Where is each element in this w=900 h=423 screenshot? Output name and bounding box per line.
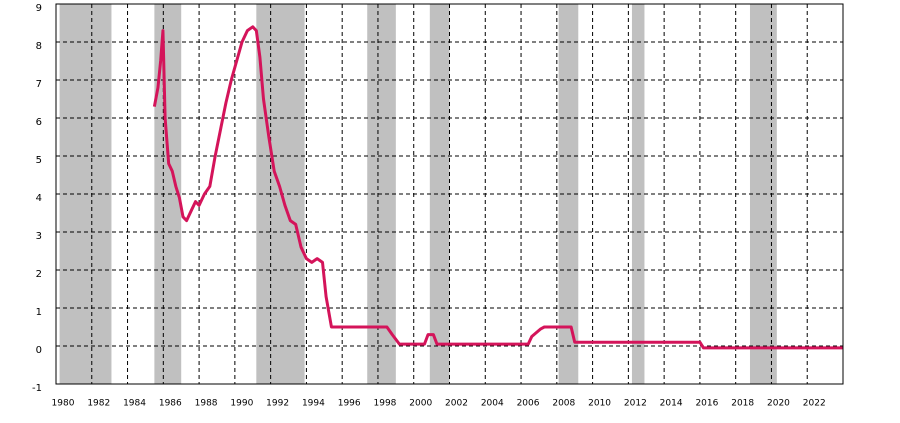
- x-tick-label: 1980: [52, 399, 75, 409]
- x-tick-label: 1982: [87, 399, 110, 409]
- y-tick-label: 8: [36, 41, 42, 52]
- y-tick-label: 9: [36, 3, 42, 14]
- y-tick-label: -1: [32, 383, 42, 394]
- x-tick-label: 2000: [409, 399, 432, 409]
- x-tick-label: 2010: [588, 399, 611, 409]
- x-tick-label: 1984: [123, 399, 146, 409]
- y-tick-label: 2: [36, 269, 42, 280]
- x-tick-label: 2002: [445, 399, 468, 409]
- data-line: [152, 25, 843, 350]
- x-tick-label: 1992: [266, 399, 289, 409]
- y-tick-label: 4: [36, 193, 42, 204]
- x-tick-label: 2008: [552, 399, 575, 409]
- y-tick-label: 0: [36, 345, 42, 356]
- x-tick-label: 1996: [338, 399, 361, 409]
- x-tick-label: 1990: [230, 399, 253, 409]
- x-tick-label: 1988: [195, 399, 218, 409]
- x-tick-label: 2020: [767, 399, 790, 409]
- x-tick-label: 1986: [159, 399, 182, 409]
- x-tick-label: 2016: [695, 399, 718, 409]
- x-tick-label: 2022: [803, 399, 826, 409]
- y-tick-label: 7: [36, 79, 42, 90]
- shaded-period: [429, 4, 450, 384]
- plot-border: [55, 3, 844, 385]
- x-tick-label: 2012: [624, 399, 647, 409]
- y-tick-label: 1: [36, 307, 42, 318]
- y-tick-label: 3: [36, 231, 42, 242]
- y-tick-label: 6: [36, 117, 42, 128]
- x-tick-label: 1998: [374, 399, 397, 409]
- x-tick-label: 2018: [731, 399, 754, 409]
- x-tick-label: 2006: [517, 399, 540, 409]
- x-tick-label: 1994: [302, 399, 325, 409]
- x-tick-label: 2014: [660, 399, 683, 409]
- x-tick-label: 2004: [481, 399, 504, 409]
- y-tick-label: 5: [36, 155, 42, 166]
